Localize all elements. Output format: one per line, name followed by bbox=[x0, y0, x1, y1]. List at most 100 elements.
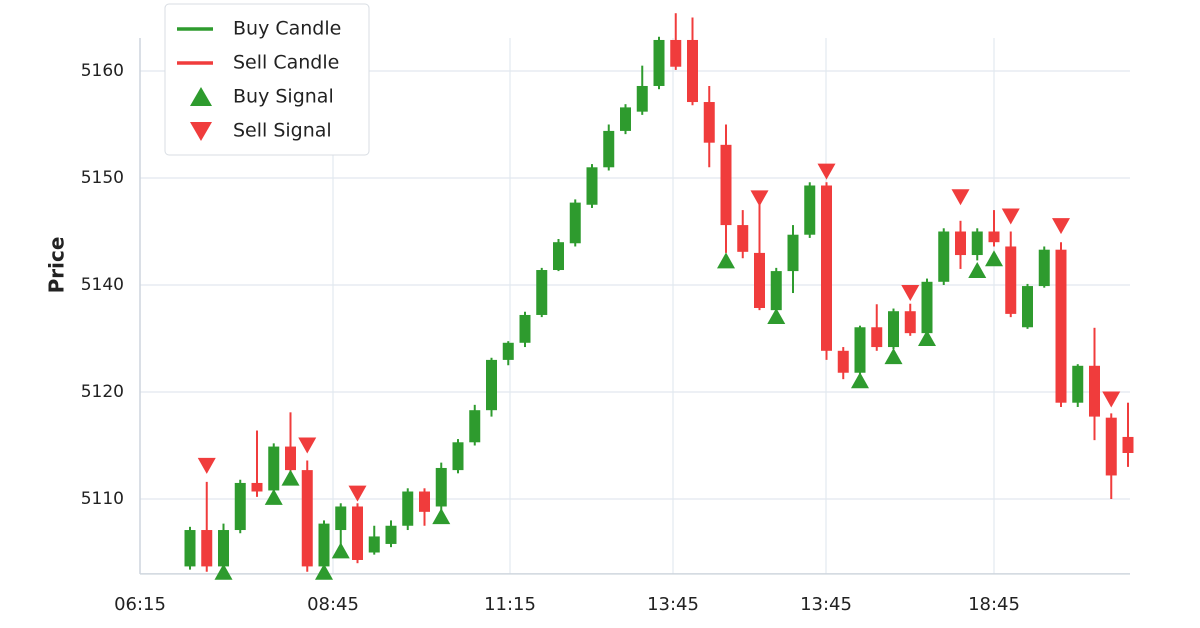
candle-body bbox=[234, 482, 246, 531]
candle-body bbox=[301, 470, 313, 567]
candle-body bbox=[603, 130, 615, 168]
signal-marker bbox=[717, 252, 735, 269]
signal-marker bbox=[315, 563, 333, 580]
candle-body bbox=[955, 231, 966, 256]
candle-body bbox=[804, 185, 816, 235]
x-tick-label: 13:45 bbox=[647, 594, 699, 615]
candle-body bbox=[938, 231, 950, 282]
candle-body bbox=[737, 225, 749, 252]
signal-marker bbox=[901, 285, 920, 302]
candle-body bbox=[854, 327, 866, 373]
candle-body bbox=[620, 107, 631, 131]
legend-label: Buy Candle bbox=[233, 18, 341, 40]
signal-marker bbox=[331, 542, 350, 559]
candle-body bbox=[569, 202, 581, 244]
legend-label: Sell Signal bbox=[233, 120, 332, 142]
candle-body bbox=[318, 523, 330, 567]
y-axis-label: Price bbox=[45, 237, 69, 294]
candle-body bbox=[285, 446, 296, 471]
candle-body bbox=[586, 167, 598, 205]
candle-body bbox=[1055, 249, 1067, 403]
candle-body bbox=[1038, 249, 1050, 287]
candle-body bbox=[519, 314, 531, 343]
candle-body bbox=[653, 39, 665, 86]
signal-marker bbox=[197, 457, 216, 474]
signal-marker bbox=[817, 163, 836, 180]
candle-body bbox=[921, 281, 933, 334]
candle-body bbox=[904, 311, 916, 334]
candle-body bbox=[1105, 417, 1117, 476]
candle-body bbox=[770, 271, 782, 311]
candle-body bbox=[385, 525, 397, 544]
candle-body bbox=[452, 442, 464, 471]
x-tick-label: 11:15 bbox=[484, 594, 536, 615]
legend-swatch bbox=[190, 122, 212, 141]
legend-swatch bbox=[190, 87, 212, 106]
y-tick-label: 5160 bbox=[81, 61, 124, 81]
signal-marker bbox=[432, 508, 451, 525]
candle-body bbox=[218, 530, 229, 567]
candle-body bbox=[486, 359, 497, 411]
signal-marker bbox=[985, 250, 1003, 267]
y-tick-label: 5140 bbox=[81, 275, 124, 295]
candle-body bbox=[837, 350, 849, 373]
candle-body bbox=[888, 311, 899, 348]
candle-body bbox=[268, 446, 280, 491]
x-tick-label: 06:15 bbox=[114, 594, 166, 615]
candle-body bbox=[1005, 246, 1017, 314]
x-tick-label: 18:45 bbox=[968, 594, 1020, 615]
candle-body bbox=[821, 185, 832, 351]
candle-body bbox=[754, 252, 765, 309]
candle-body bbox=[1072, 365, 1084, 403]
signal-marker bbox=[214, 563, 233, 580]
candle-body bbox=[469, 410, 481, 443]
candle-body bbox=[435, 467, 447, 507]
signal-marker bbox=[281, 469, 300, 486]
candle-body bbox=[368, 536, 380, 553]
y-tick-label: 5110 bbox=[81, 489, 124, 509]
candle-body bbox=[703, 102, 715, 143]
signal-marker bbox=[348, 485, 367, 502]
signal-marker bbox=[951, 189, 970, 206]
legend-label: Sell Candle bbox=[233, 52, 339, 74]
signal-marker bbox=[968, 262, 987, 279]
candle-body bbox=[871, 327, 883, 348]
candle-body bbox=[553, 242, 564, 271]
signal-marker bbox=[851, 372, 869, 389]
signal-marker bbox=[1102, 391, 1121, 408]
candle-body bbox=[636, 85, 648, 112]
candle-body bbox=[352, 506, 363, 560]
candle-body bbox=[251, 482, 263, 492]
signal-marker bbox=[918, 329, 936, 346]
y-tick-label: 5150 bbox=[81, 168, 124, 188]
candle-body bbox=[402, 491, 414, 526]
candle-body bbox=[335, 506, 347, 531]
candle-body bbox=[201, 530, 213, 567]
signal-marker bbox=[1001, 208, 1020, 225]
candle-body bbox=[419, 491, 430, 512]
signal-marker bbox=[884, 348, 903, 365]
x-tick-label: 13:45 bbox=[800, 594, 852, 615]
legend-box bbox=[164, 3, 370, 156]
candle-body bbox=[1122, 436, 1134, 453]
signal-marker bbox=[264, 488, 283, 505]
candle-body bbox=[787, 234, 799, 272]
x-tick-label: 08:45 bbox=[307, 594, 359, 615]
candle-body bbox=[720, 144, 732, 226]
legend-label: Buy Signal bbox=[233, 86, 334, 108]
candle-body bbox=[1089, 365, 1100, 417]
candle-body bbox=[687, 39, 698, 103]
signal-marker bbox=[750, 190, 769, 207]
signal-marker bbox=[1052, 218, 1070, 235]
signal-marker bbox=[767, 308, 786, 325]
y-tick-label: 5120 bbox=[81, 382, 124, 402]
candle-body bbox=[988, 231, 1000, 243]
candle-body bbox=[184, 530, 196, 567]
candle-body bbox=[536, 270, 548, 315]
signal-marker bbox=[298, 437, 317, 454]
candle-body bbox=[971, 231, 983, 256]
candle-body bbox=[1022, 286, 1033, 328]
candle-body bbox=[670, 39, 682, 67]
candle-body bbox=[502, 342, 514, 360]
